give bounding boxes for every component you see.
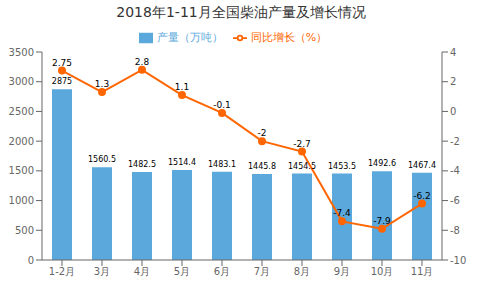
svg-text:9月: 9月 bbox=[334, 266, 350, 277]
svg-text:1.3: 1.3 bbox=[95, 79, 109, 89]
svg-text:7月: 7月 bbox=[254, 266, 270, 277]
svg-text:1-2月: 1-2月 bbox=[49, 266, 75, 277]
html-text:同比增长（%）: 同比增长（%） bbox=[250, 31, 328, 44]
svg-text:2500: 2500 bbox=[9, 106, 34, 117]
svg-text:3000: 3000 bbox=[9, 76, 34, 87]
svg-text:-7.9: -7.9 bbox=[373, 216, 391, 226]
svg-text:-10: -10 bbox=[450, 255, 466, 266]
svg-text:500: 500 bbox=[15, 225, 34, 236]
svg-text:2875: 2875 bbox=[52, 77, 72, 86]
svg-text:1514.4: 1514.4 bbox=[168, 158, 196, 167]
svg-text:8月: 8月 bbox=[294, 266, 310, 277]
svg-text:11月: 11月 bbox=[411, 266, 434, 277]
svg-text:-6.2: -6.2 bbox=[413, 191, 431, 201]
svg-text:1445.8: 1445.8 bbox=[248, 162, 276, 171]
svg-text:2.75: 2.75 bbox=[52, 58, 72, 68]
svg-text:-7.4: -7.4 bbox=[333, 208, 351, 218]
svg-text:5月: 5月 bbox=[174, 266, 190, 277]
svg-text:1.1: 1.1 bbox=[175, 82, 189, 92]
html-text:产量（万吨）: 产量（万吨） bbox=[156, 31, 223, 44]
svg-text:3500: 3500 bbox=[9, 47, 34, 58]
svg-text:1500: 1500 bbox=[9, 165, 34, 176]
svg-text:-8: -8 bbox=[450, 225, 460, 236]
svg-text:1454.5: 1454.5 bbox=[288, 162, 316, 171]
svg-text:0: 0 bbox=[28, 255, 34, 266]
svg-text:-0.1: -0.1 bbox=[213, 100, 231, 110]
svg-text:1000: 1000 bbox=[9, 195, 34, 206]
svg-text:4: 4 bbox=[450, 47, 456, 58]
svg-text:1482.5: 1482.5 bbox=[128, 160, 156, 169]
svg-text:2: 2 bbox=[450, 76, 456, 87]
svg-text:1483.1: 1483.1 bbox=[208, 160, 236, 169]
svg-text:3月: 3月 bbox=[94, 266, 110, 277]
svg-text:10月: 10月 bbox=[371, 266, 394, 277]
svg-text:-2.7: -2.7 bbox=[293, 139, 311, 149]
svg-text:2000: 2000 bbox=[9, 136, 34, 147]
svg-text:-6: -6 bbox=[450, 195, 460, 206]
svg-text:0: 0 bbox=[450, 106, 456, 117]
html-text:2018年1-11月全国柴油产量及增长情况: 2018年1-11月全国柴油产量及增长情况 bbox=[116, 4, 366, 20]
svg-text:1492.6: 1492.6 bbox=[368, 159, 396, 168]
svg-text:-4: -4 bbox=[450, 165, 460, 176]
svg-text:6月: 6月 bbox=[214, 266, 230, 277]
svg-text:1467.4: 1467.4 bbox=[408, 161, 436, 170]
svg-text:2.8: 2.8 bbox=[135, 57, 150, 67]
svg-text:1453.5: 1453.5 bbox=[328, 162, 356, 171]
svg-text:-2: -2 bbox=[450, 136, 460, 147]
svg-text:-2: -2 bbox=[258, 128, 267, 138]
svg-text:1560.5: 1560.5 bbox=[88, 155, 116, 164]
svg-text:4月: 4月 bbox=[134, 266, 150, 277]
